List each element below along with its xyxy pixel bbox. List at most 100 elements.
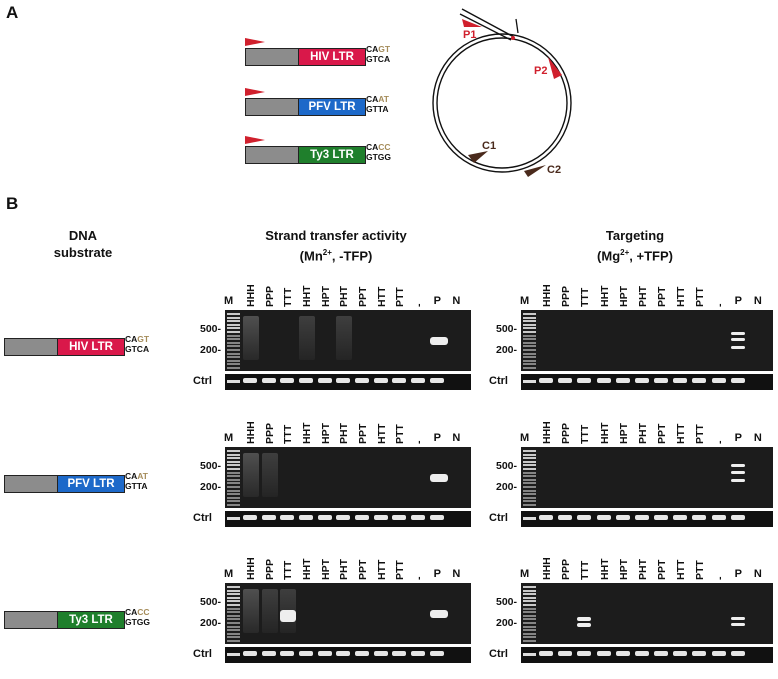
ladder-band [227, 586, 240, 588]
ctrl-band [299, 651, 313, 656]
ltr-label: Ty3 LTR [298, 146, 366, 164]
ladder-band [227, 607, 240, 610]
size-marker-label: 500- [199, 323, 221, 335]
lane-label: TTT [579, 287, 592, 307]
lane-label: PPT [357, 423, 369, 444]
ladder-band [227, 367, 240, 369]
ltr-end-sequence: CACC GTGG [366, 142, 392, 162]
ctrl-band [373, 378, 388, 383]
ctrl-band [730, 651, 745, 656]
lane-label: PPT [656, 559, 668, 580]
lane-label: PTT [694, 287, 707, 307]
lane-label: PHT [636, 423, 649, 444]
lane-label: TTT [282, 287, 295, 307]
ctrl-band [730, 515, 745, 520]
ladder-band [523, 632, 536, 635]
lane-label: PPT [357, 286, 369, 307]
primer-p1-label: P1 [463, 29, 476, 41]
ladder-band [523, 586, 536, 588]
ltr-end-sequence: CACC GTGG [125, 607, 151, 627]
marker-lane-label: M [224, 568, 234, 580]
ctrl-band [243, 651, 257, 656]
ladder-band [523, 486, 536, 488]
lane-label: PHT [338, 423, 351, 444]
size-marker-label: 200- [199, 344, 221, 356]
lane-label: HPT [617, 559, 630, 580]
ladder-band [523, 493, 536, 496]
ladder-band [523, 640, 536, 642]
panel-b-letter: B [6, 194, 19, 213]
ladder-band [227, 338, 240, 341]
lane-label: HTT [375, 559, 388, 580]
lane-label: HHT [598, 422, 611, 444]
ladder-band [227, 618, 240, 621]
ctrl-band [673, 378, 688, 383]
lane-label: HTT [675, 559, 688, 580]
ctrl-band [336, 651, 351, 656]
lane-label: PPP [560, 558, 573, 580]
ladder-band [227, 517, 240, 520]
lane-label: - [713, 303, 726, 308]
ctrl-band [243, 515, 257, 520]
plasmid-segment [245, 48, 299, 66]
ladder-band [227, 636, 240, 639]
ctrl-band [299, 378, 313, 383]
ladder-band [227, 489, 240, 492]
ctrl-label: Ctrl [489, 512, 508, 524]
size-marker-label: 200- [199, 481, 221, 493]
marker-lane-label: M [224, 295, 234, 307]
ladder-band [227, 593, 240, 596]
ctrl-band [615, 651, 630, 656]
primer-p2-label: P2 [534, 65, 547, 77]
ctrl-band [596, 651, 611, 656]
ctrl-band [336, 378, 351, 383]
gel-smear [243, 453, 259, 497]
ladder-band [227, 493, 240, 496]
lane-label: HPT [319, 423, 332, 444]
ctrl-band [392, 515, 407, 520]
ladder-band [523, 359, 536, 362]
size-marker-label: 500- [199, 596, 221, 608]
ctrl-band [392, 378, 407, 383]
ctrl-band [711, 378, 726, 383]
primer-p1-marker [462, 19, 482, 27]
control-c2-marker [524, 165, 546, 177]
ladder-band [523, 593, 536, 596]
ctrl-band [411, 515, 425, 520]
targeting-gel [521, 447, 773, 508]
ladder-band [227, 596, 240, 599]
ladder-band [523, 323, 536, 326]
ladder-band [523, 313, 536, 315]
ladder-band [523, 327, 536, 330]
lane-label: PTT [694, 424, 707, 444]
positive-control-label: P [734, 432, 742, 444]
ladder-band [227, 614, 240, 617]
ladder-band [227, 632, 240, 635]
lane-label: HPT [319, 286, 332, 307]
ctrl-band [261, 378, 276, 383]
size-marker-label: 200- [495, 617, 517, 629]
ctrl-band [392, 651, 407, 656]
ctrl-band [299, 515, 313, 520]
gel-band [730, 479, 745, 482]
ctrl-band [692, 378, 707, 383]
lane-label: PTT [394, 287, 407, 307]
ladder-band [523, 611, 536, 614]
lane-label: HHT [598, 558, 611, 580]
gel-band [429, 474, 448, 482]
ladder-band [523, 471, 536, 474]
lane-label: PTT [694, 560, 707, 580]
lane-label: HHT [301, 285, 313, 307]
ctrl-band [558, 651, 573, 656]
ladder-band [523, 450, 536, 452]
ladder-band [523, 496, 536, 499]
ctrl-band [411, 378, 425, 383]
negative-control-label: N [753, 295, 762, 307]
lane-label: PHT [338, 559, 351, 580]
gel-band [730, 338, 745, 341]
ladder-band [227, 352, 240, 355]
positive-control-label: P [433, 432, 441, 444]
ctrl-band [261, 651, 276, 656]
ladder-band [523, 478, 536, 481]
ctrl-band [429, 515, 444, 520]
